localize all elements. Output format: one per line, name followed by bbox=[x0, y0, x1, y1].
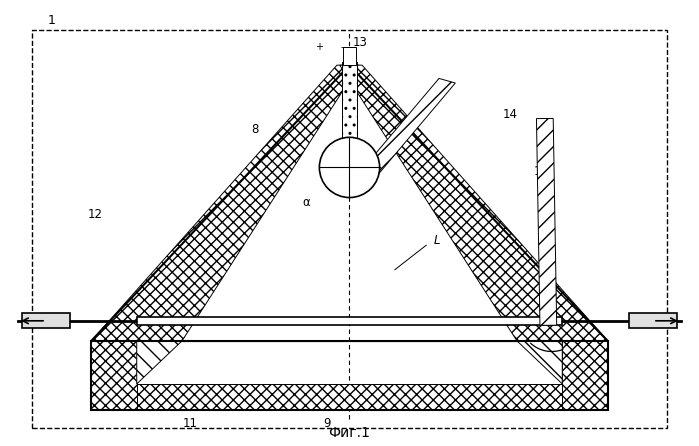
Polygon shape bbox=[517, 341, 562, 384]
Polygon shape bbox=[340, 65, 607, 341]
Circle shape bbox=[319, 137, 380, 198]
Polygon shape bbox=[355, 78, 455, 182]
Bar bbox=[342, 62, 357, 191]
Text: L: L bbox=[433, 234, 440, 247]
Text: +: + bbox=[630, 314, 638, 324]
Polygon shape bbox=[536, 119, 556, 325]
Text: 9: 9 bbox=[324, 417, 331, 430]
Bar bbox=[92, 384, 607, 410]
Bar bbox=[628, 314, 677, 328]
Text: 14: 14 bbox=[503, 107, 517, 120]
Text: 1: 1 bbox=[48, 14, 56, 27]
Text: 8: 8 bbox=[252, 123, 259, 136]
Bar bbox=[92, 341, 607, 410]
Polygon shape bbox=[137, 341, 182, 384]
Bar bbox=[562, 341, 607, 410]
Text: 12: 12 bbox=[87, 207, 102, 221]
Polygon shape bbox=[92, 65, 359, 341]
Text: Фиг.1: Фиг.1 bbox=[329, 426, 370, 440]
Text: 11: 11 bbox=[183, 417, 198, 430]
Bar bbox=[92, 341, 137, 410]
Bar bbox=[22, 314, 71, 328]
Text: α: α bbox=[303, 197, 310, 210]
Bar bbox=[137, 317, 562, 325]
Text: -: - bbox=[341, 42, 345, 52]
Text: 13: 13 bbox=[352, 37, 368, 50]
Bar bbox=[32, 29, 667, 428]
Text: 10: 10 bbox=[534, 165, 549, 178]
Bar bbox=[343, 47, 356, 65]
Text: +: + bbox=[315, 42, 323, 52]
